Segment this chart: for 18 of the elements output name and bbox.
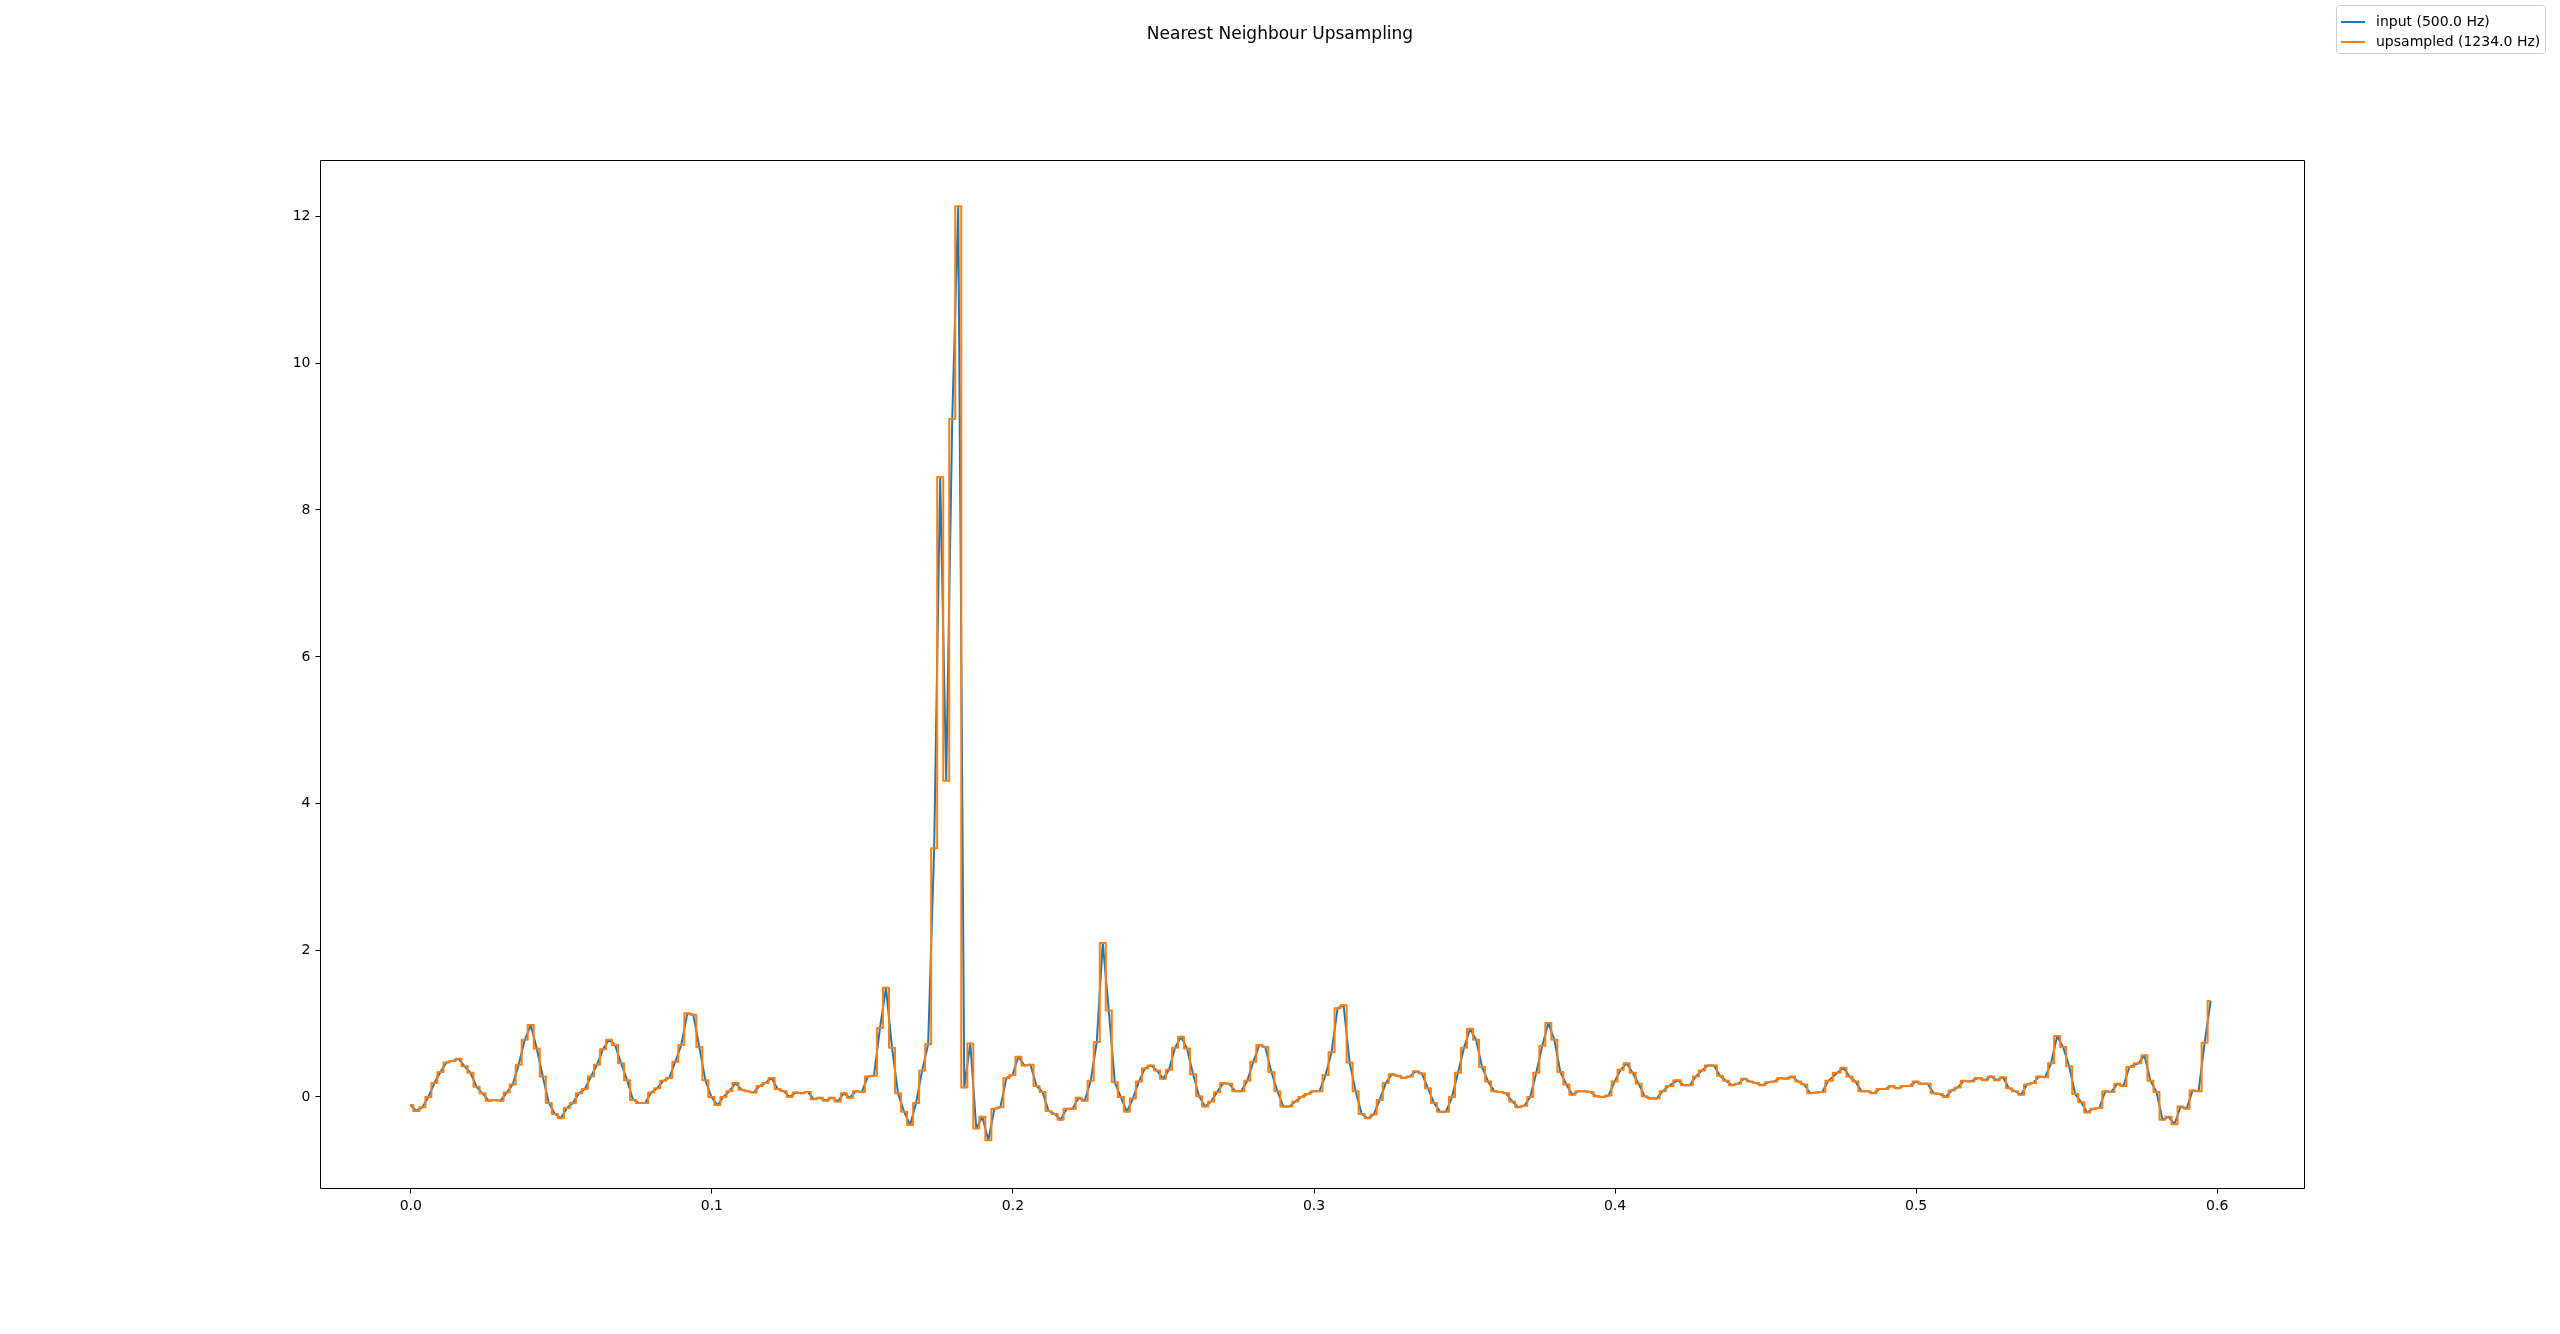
y-tick-label: 6: [301, 647, 311, 664]
y-tick-label: 10: [292, 354, 311, 371]
x-tick-label: 0.5: [1905, 1196, 1928, 1213]
x-tick-label: 0.6: [2206, 1196, 2229, 1213]
y-tick-label: 4: [301, 794, 311, 811]
x-tick-label: 0.1: [700, 1196, 724, 1213]
x-tick-label: 0.4: [1603, 1196, 1627, 1213]
line-series: [409, 205, 2212, 1142]
y-tick-label: 2: [301, 941, 311, 958]
x-tick-label: 0.3: [1302, 1196, 1326, 1213]
y-tick-label: 0: [301, 1087, 311, 1104]
chart-title: Nearest Neighbour Upsampling: [1146, 23, 1414, 43]
x-tick-label: 0.2: [1001, 1196, 1025, 1213]
legend-label: upsampled (1234.0 Hz): [2376, 33, 2541, 49]
y-tick-label: 12: [292, 207, 311, 224]
legend-label: input (500.0 Hz): [2376, 13, 2490, 29]
y-tick-label: 8: [301, 500, 311, 517]
x-tick-label: 0.0: [399, 1196, 422, 1213]
